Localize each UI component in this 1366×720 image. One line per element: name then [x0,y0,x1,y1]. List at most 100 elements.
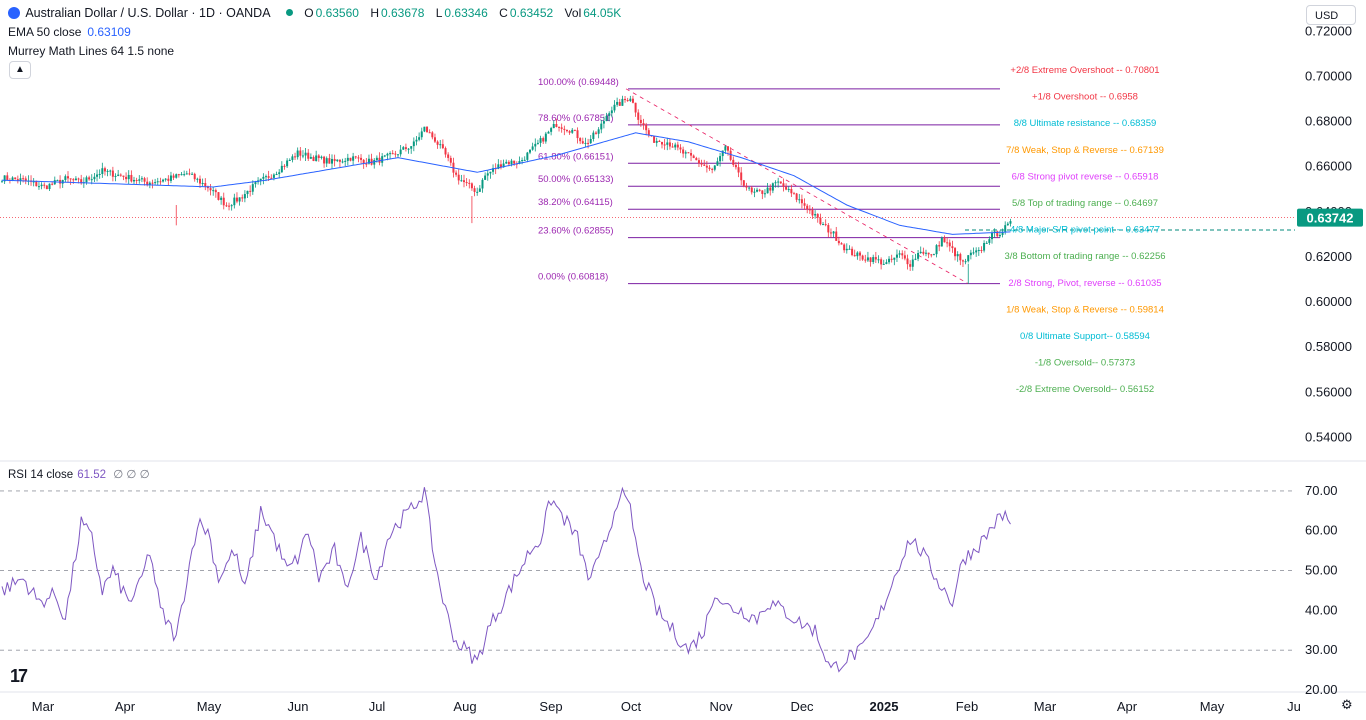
candle-body [616,101,619,105]
candle-body [497,164,500,169]
murrey-level-label: 7/8 Weak, Stop & Reverse -- 0.67139 [1006,145,1164,156]
time-axis-tick: Sep [539,699,562,714]
candle-body [668,142,671,147]
price-axis-tick: 0.72000 [1305,23,1352,38]
candle-body [122,175,125,177]
candle-body [394,153,397,155]
candle-body [315,155,318,162]
candle-body [890,258,893,260]
price-axis-tick: 0.56000 [1305,384,1352,399]
candle-body [177,174,180,176]
candle-body [407,148,410,150]
candle-body [22,178,25,180]
candle-body [204,183,207,187]
candle-body [536,142,539,144]
candle-body [214,190,217,193]
symbol-title[interactable]: Australian Dollar / U.S. Dollar · 1D · O… [25,6,271,20]
ema-legend[interactable]: EMA 50 close 0.63109 [8,25,133,39]
candle-body [225,205,228,207]
currency-selector[interactable]: USD [1306,5,1356,25]
candle-body [700,163,703,165]
candle-body [74,178,77,181]
candle-body [697,160,700,164]
candle-body [824,224,827,226]
time-axis-tick: Nov [709,699,733,714]
candle-body [766,187,769,194]
chevron-up-icon: ▲ [15,64,25,75]
candle-body [43,184,46,186]
candle-body [806,205,809,210]
candle-body [676,144,679,148]
candle-body [360,157,363,160]
candle-body [629,98,632,101]
candle-body [196,178,199,180]
ema-50-line[interactable] [1,132,1011,235]
candle-body [763,193,766,195]
volume-label: Vol [564,6,582,20]
candle-body [703,164,706,166]
gear-icon[interactable]: ⚙ [1341,697,1353,712]
flag-icon [8,7,20,19]
candle-body [544,133,547,142]
candle-body [555,124,558,127]
volume-value: 64.05K [583,6,622,20]
low-value: 0.63346 [444,6,488,20]
candle-body [621,98,624,106]
candle-body [159,181,162,183]
candle-body [869,257,872,263]
murrey-level-label: 1/8 Weak, Stop & Reverse -- 0.59814 [1006,304,1164,315]
candle-body [270,177,273,179]
candle-body [88,177,91,180]
candle-body [510,160,513,165]
candle-body [111,170,114,177]
rsi-legend[interactable]: RSI 14 close 61.52 ∅ ∅ ∅ [8,467,150,481]
murrey-level-label: 8/8 Ultimate resistance -- 0.68359 [1014,118,1157,129]
tradingview-logo[interactable]: 17 [10,666,28,686]
murrey-level-label: 6/8 Strong pivot reverse -- 0.65918 [1012,171,1159,182]
candle-body [951,246,954,249]
candle-body [423,126,426,132]
candle-body [460,180,463,182]
candle-body [156,181,159,183]
candle-body [418,137,421,140]
candle-body [901,253,904,256]
candle-body [138,179,141,181]
candle-body [980,249,983,251]
fib-level-label: 100.00% (0.69448) [538,77,619,88]
candle-body [977,249,980,251]
candle-body [639,119,642,124]
candle-body [969,252,972,256]
candle-body [16,179,19,181]
candle-body [940,237,943,247]
candle-body [93,176,96,180]
candle-body [37,186,40,188]
candle-body [328,158,331,164]
candle-body [220,197,223,200]
candle-body [280,165,283,173]
candle-body [96,174,99,177]
candle-body [275,174,278,176]
candle-body [151,182,154,184]
rsi-line[interactable] [1,486,1011,673]
candle-body [808,209,811,211]
murrey-legend[interactable]: Murrey Math Lines 64 1.5 none [8,44,176,58]
candle-body [457,174,460,181]
candle-body [534,143,537,147]
candle-body [3,175,6,182]
murrey-level-label: 2/8 Strong, Pivot, reverse -- 0.61035 [1008,278,1161,289]
collapse-legend-button[interactable]: ▲ [9,61,31,79]
time-axis-tick: Aug [453,699,476,714]
candle-body [661,141,663,145]
candle-body [975,250,978,253]
candle-body [653,136,656,143]
candle-body [903,255,906,259]
candle-body [14,177,17,180]
candle-body [465,182,468,184]
trend-line[interactable] [625,88,969,284]
candle-body [455,172,458,175]
candle-body [410,146,413,149]
candle-body [140,178,143,180]
candle-body [473,188,476,192]
candle-body [856,252,859,257]
